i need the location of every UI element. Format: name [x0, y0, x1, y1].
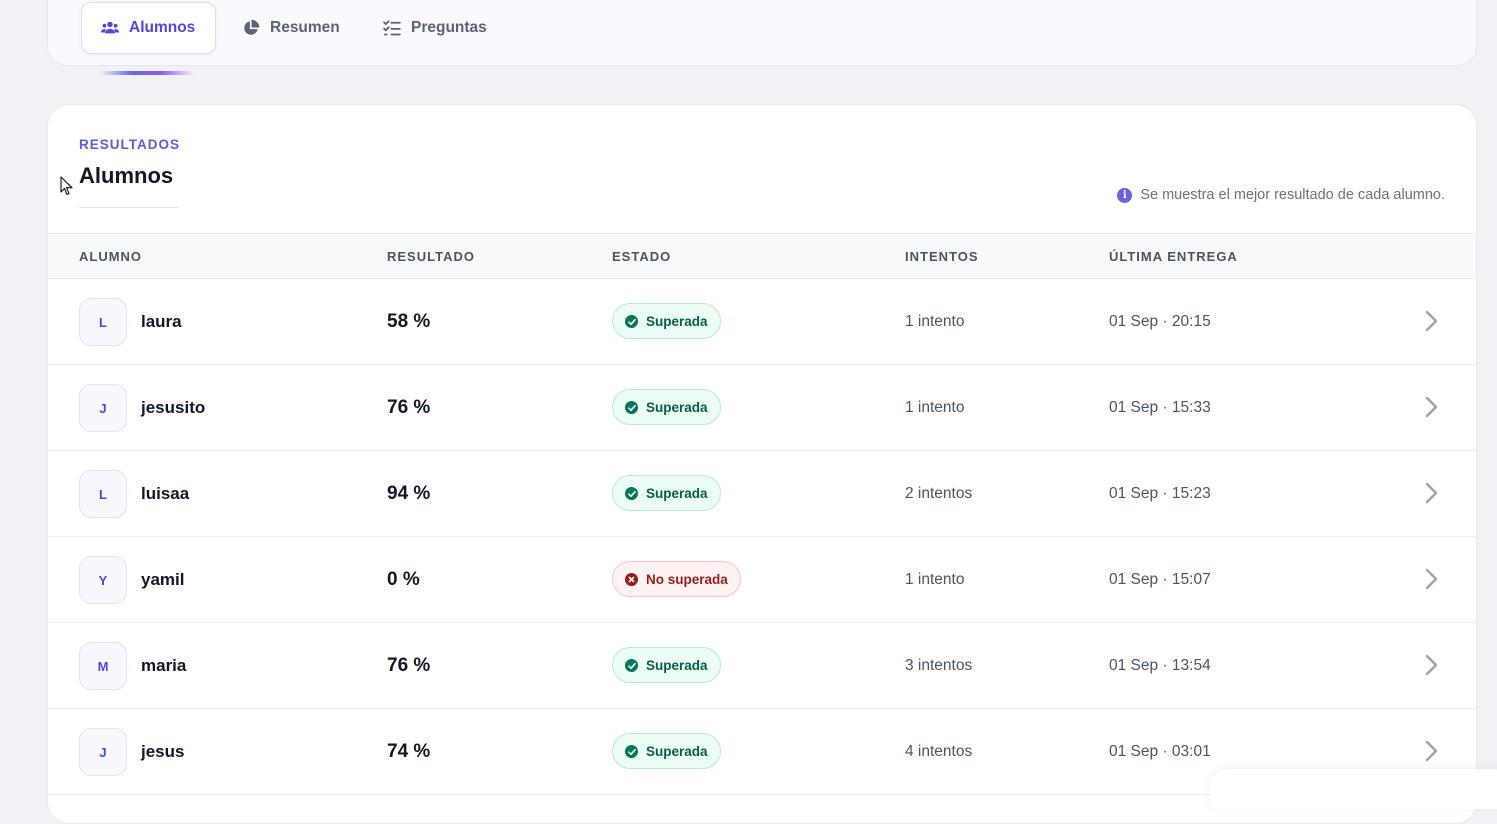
- check-circle-icon: [625, 486, 638, 500]
- pie-chart-icon: [244, 19, 260, 35]
- attempts-count: 1 intento: [905, 313, 965, 330]
- table-header: ALUMNO RESULTADO ESTADO INTENTOS ÚLTIMA …: [48, 233, 1476, 279]
- tab-alumnos[interactable]: Alumnos: [81, 2, 217, 54]
- tab-bar: Alumnos Resumen Preguntas: [47, 0, 1477, 66]
- avatar-initial: M: [97, 658, 109, 674]
- attempts-count: 2 intentos: [905, 485, 973, 502]
- last-submission: 01 Sep · 15:33: [1109, 399, 1211, 416]
- student-name: jesusito: [141, 398, 206, 417]
- section-eyebrow: RESULTADOS: [79, 137, 180, 152]
- column-header-estado: ESTADO: [612, 249, 672, 264]
- result-value: 94 %: [387, 483, 431, 504]
- check-circle-icon: [625, 744, 638, 758]
- attempts-count: 1 intento: [905, 399, 965, 416]
- result-value: 76 %: [387, 655, 431, 676]
- student-name: jesus: [141, 742, 185, 761]
- tab-label: Resumen: [270, 19, 340, 36]
- chevron-right-icon[interactable]: [1422, 395, 1440, 419]
- tab-label: Preguntas: [411, 19, 487, 36]
- info-note: i Se muestra el mejor resultado de cada …: [1117, 187, 1445, 203]
- result-value: 58 %: [387, 311, 431, 332]
- check-circle-icon: [625, 314, 638, 328]
- title-divider: [79, 207, 179, 208]
- avatar: J: [79, 384, 127, 432]
- mouse-cursor-icon: [60, 176, 73, 196]
- column-header-ultima-entrega: ÚLTIMA ENTREGA: [1109, 249, 1238, 264]
- check-circle-icon: [625, 400, 638, 414]
- status-label: Superada: [646, 743, 708, 759]
- tab-preguntas[interactable]: Preguntas: [383, 2, 487, 54]
- tab-resumen[interactable]: Resumen: [242, 2, 340, 54]
- result-value: 76 %: [387, 397, 431, 418]
- avatar-initial: Y: [98, 572, 108, 588]
- chevron-right-icon[interactable]: [1422, 567, 1440, 591]
- student-name: luisaa: [141, 484, 190, 503]
- attempts-count: 1 intento: [905, 571, 965, 588]
- result-value: 0 %: [387, 569, 420, 590]
- tab-label: Alumnos: [129, 19, 196, 36]
- status-label: Superada: [646, 485, 708, 501]
- last-submission: 01 Sep · 13:54: [1109, 657, 1211, 674]
- floating-panel-edge: [1210, 769, 1497, 809]
- status-label: Superada: [646, 399, 708, 415]
- avatar-initial: J: [99, 744, 107, 760]
- chevron-right-icon[interactable]: [1422, 653, 1440, 677]
- info-icon: i: [1117, 187, 1133, 203]
- x-circle-icon: [625, 572, 638, 586]
- column-header-alumno: ALUMNO: [79, 249, 143, 264]
- results-card: RESULTADOS Alumnos i Se muestra el mejor…: [47, 104, 1477, 824]
- last-submission: 01 Sep · 20:15: [1109, 313, 1211, 330]
- status-label: Superada: [646, 313, 708, 329]
- status-badge: Superada: [612, 647, 721, 683]
- avatar-initial: L: [99, 314, 107, 330]
- chevron-right-icon[interactable]: [1422, 481, 1440, 505]
- result-value: 74 %: [387, 741, 431, 762]
- student-name: yamil: [141, 570, 185, 589]
- avatar: J: [79, 728, 127, 776]
- page-title: Alumnos: [79, 163, 174, 188]
- active-tab-indicator: [100, 71, 194, 75]
- avatar: M: [79, 642, 127, 690]
- student-name: laura: [141, 312, 182, 331]
- status-badge: Superada: [612, 303, 721, 339]
- last-submission: 01 Sep · 15:07: [1109, 571, 1211, 588]
- list-check-icon: [383, 20, 401, 36]
- status-label: No superada: [646, 571, 728, 587]
- last-submission: 01 Sep · 15:23: [1109, 485, 1211, 502]
- student-name: maria: [141, 656, 187, 675]
- status-badge: Superada: [612, 389, 721, 425]
- status-badge: No superada: [612, 561, 741, 597]
- info-note-text: Se muestra el mejor resultado de cada al…: [1140, 187, 1445, 203]
- status-badge: Superada: [612, 475, 721, 511]
- attempts-count: 3 intentos: [905, 657, 973, 674]
- chevron-right-icon[interactable]: [1422, 739, 1440, 763]
- last-submission: 01 Sep · 03:01: [1109, 743, 1211, 760]
- column-header-intentos: INTENTOS: [905, 249, 979, 264]
- avatar: L: [79, 470, 127, 518]
- avatar-initial: L: [99, 486, 107, 502]
- users-icon: [101, 21, 119, 34]
- status-label: Superada: [646, 657, 708, 673]
- chevron-right-icon[interactable]: [1422, 309, 1440, 333]
- avatar: Y: [79, 556, 127, 604]
- status-badge: Superada: [612, 733, 721, 769]
- column-header-resultado: RESULTADO: [387, 249, 475, 264]
- check-circle-icon: [625, 658, 638, 672]
- avatar: L: [79, 298, 127, 346]
- avatar-initial: J: [99, 400, 107, 416]
- attempts-count: 4 intentos: [905, 743, 973, 760]
